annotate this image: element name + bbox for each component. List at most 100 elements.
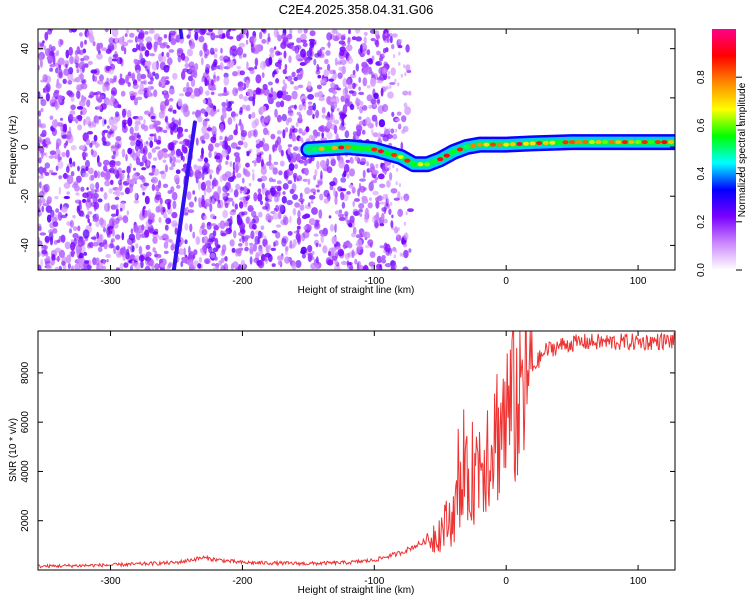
noise-speckle <box>146 41 153 50</box>
noise-speckle <box>285 127 289 133</box>
colorbar-tick-label: 0.8 <box>696 70 707 84</box>
noise-speckle <box>85 138 91 146</box>
noise-speckle <box>377 76 384 81</box>
noise-speckle <box>151 148 156 153</box>
noise-speckle <box>219 175 224 183</box>
snr-series-line <box>38 331 675 569</box>
noise-speckle <box>319 48 322 57</box>
noise-speckle <box>51 127 56 132</box>
noise-speckle <box>68 46 73 57</box>
signal-track-blob <box>463 145 470 149</box>
noise-speckle <box>169 30 176 36</box>
noise-speckle <box>362 169 366 179</box>
noise-speckle <box>341 201 346 209</box>
noise-speckle <box>247 205 254 212</box>
noise-speckle <box>244 241 249 247</box>
noise-speckle <box>123 47 127 55</box>
noise-speckle <box>144 110 150 115</box>
noise-speckle <box>70 104 76 111</box>
noise-speckle <box>38 150 41 158</box>
noise-speckle <box>268 163 275 170</box>
noise-speckle <box>212 61 217 68</box>
noise-speckle <box>257 230 262 239</box>
noise-speckle <box>111 58 118 62</box>
signal-track-blob <box>641 140 648 145</box>
noise-speckle <box>278 65 282 70</box>
noise-speckle <box>240 48 244 53</box>
noise-speckle <box>86 264 92 270</box>
noise-speckle <box>355 246 361 254</box>
noise-speckle <box>225 98 229 108</box>
noise-speckle <box>221 92 229 97</box>
noise-speckle <box>103 165 108 172</box>
noise-speckle <box>341 42 346 47</box>
noise-speckle <box>316 160 320 170</box>
noise-speckle <box>391 33 398 38</box>
noise-speckle <box>198 197 202 205</box>
noise-speckle <box>317 131 321 137</box>
noise-speckle <box>348 90 355 94</box>
colorbar: 0.0 0.2 0.4 0.6 0.8 Normalized spectral ampl… <box>696 29 748 277</box>
noise-speckle <box>239 70 245 76</box>
noise-speckle <box>246 79 249 89</box>
noise-speckle <box>347 83 353 90</box>
signal-track-blob <box>344 145 351 149</box>
noise-speckle <box>211 198 215 205</box>
noise-speckle <box>161 51 164 57</box>
noise-speckle <box>369 163 374 168</box>
noise-speckle <box>306 50 313 58</box>
noise-speckle <box>318 243 322 248</box>
noise-speckle <box>381 207 387 212</box>
noise-speckle <box>330 158 336 167</box>
noise-speckle <box>346 191 351 195</box>
noise-speckle <box>80 186 85 192</box>
noise-speckle <box>276 180 282 185</box>
noise-speckle <box>193 70 198 79</box>
noise-speckle <box>162 129 168 134</box>
noise-speckle <box>354 258 358 265</box>
noise-speckle <box>282 191 286 195</box>
noise-speckle <box>141 154 147 163</box>
noise-speckle <box>237 86 244 92</box>
noise-speckle <box>75 192 80 196</box>
noise-speckle <box>181 144 186 153</box>
noise-speckle <box>100 187 104 192</box>
noise-speckle <box>114 161 121 166</box>
noise-speckle <box>149 133 155 137</box>
noise-speckle <box>321 114 326 119</box>
noise-speckle <box>47 29 53 35</box>
noise-speckle <box>389 85 392 89</box>
noise-speckle <box>311 250 315 255</box>
noise-speckle <box>108 188 113 194</box>
noise-speckle <box>219 135 223 141</box>
noise-speckle <box>331 255 338 261</box>
noise-speckle <box>76 115 83 120</box>
noise-speckle <box>300 48 306 58</box>
signal-track-blob <box>377 149 384 154</box>
noise-speckle <box>63 182 71 189</box>
noise-speckle <box>136 72 142 82</box>
noise-speckle <box>245 216 251 225</box>
noise-speckle <box>195 137 199 146</box>
noise-speckle <box>236 65 242 70</box>
noise-speckle <box>38 205 41 211</box>
x-tick-label: -300 <box>101 576 121 587</box>
noise-speckle <box>229 210 236 216</box>
noise-speckle <box>72 233 79 239</box>
noise-speckle <box>184 239 188 244</box>
noise-speckle <box>383 68 386 73</box>
noise-speckle <box>100 171 106 178</box>
noise-speckle <box>156 139 162 145</box>
noise-speckle <box>44 235 50 243</box>
noise-speckle <box>45 83 51 93</box>
noise-speckle <box>225 181 231 187</box>
noise-speckle <box>49 150 57 156</box>
signal-track-blob <box>628 140 635 145</box>
noise-speckle <box>292 128 298 133</box>
noise-speckle <box>113 75 118 80</box>
noise-speckle <box>177 126 183 134</box>
noise-speckle <box>315 242 319 248</box>
noise-speckle <box>56 239 61 243</box>
noise-speckle <box>341 173 345 178</box>
noise-speckle <box>198 256 202 263</box>
